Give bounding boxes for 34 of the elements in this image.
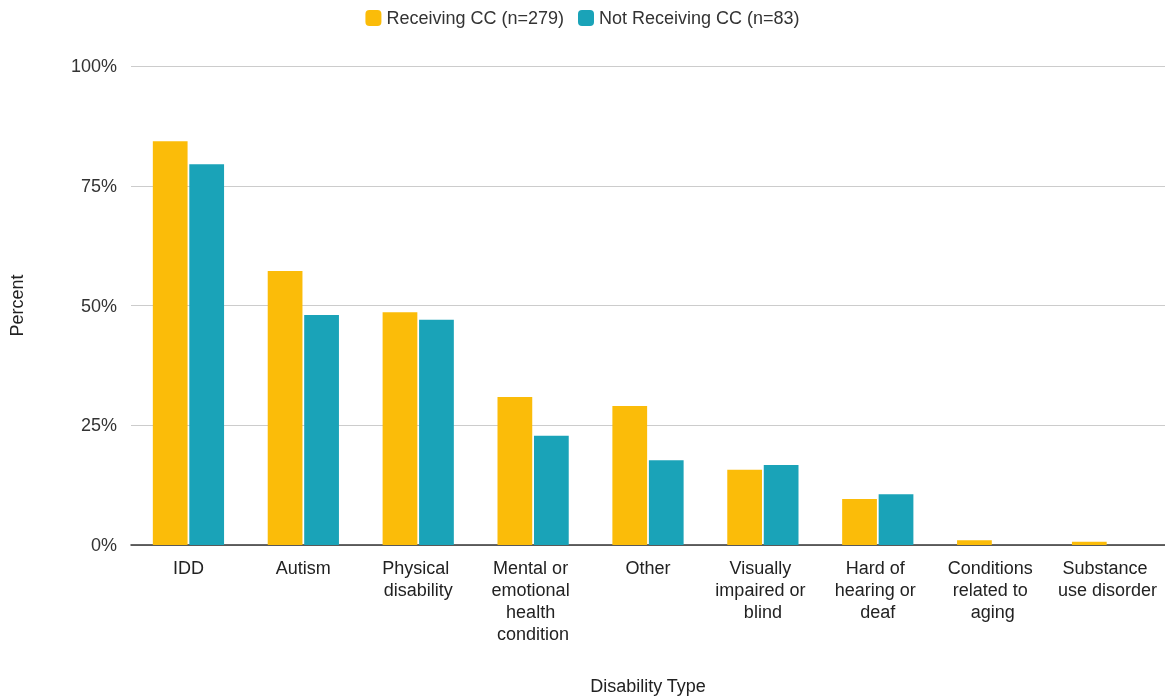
x-tick-label: Visually impaired or blind <box>715 558 811 622</box>
legend-label: Not Receiving CC (n=83) <box>599 8 800 28</box>
bar <box>878 494 914 545</box>
bar <box>152 141 188 545</box>
bar <box>189 164 225 545</box>
bar <box>648 460 684 545</box>
bar <box>842 499 877 545</box>
x-tick-label: Other <box>625 558 671 578</box>
bar <box>727 469 763 545</box>
bar <box>382 312 418 545</box>
x-tick-label: Hard of hearing or deaf <box>834 558 921 622</box>
y-tick-label: 25% <box>80 415 117 436</box>
bar <box>763 465 799 545</box>
bar <box>497 396 533 545</box>
bar <box>304 315 339 545</box>
legend-label: Receiving CC (n=279) <box>386 8 565 28</box>
x-tick-label: Substance use disorder <box>1058 558 1158 600</box>
y-tick-label: 50% <box>80 295 117 316</box>
x-axis-title: Disability Type <box>590 676 706 696</box>
y-axis-title: Percent <box>7 274 27 337</box>
x-tick-label: Conditions related to aging <box>947 558 1038 622</box>
x-tick-label: Autism <box>275 558 331 578</box>
y-tick-label: 100% <box>70 56 117 76</box>
bar <box>267 271 303 545</box>
bar <box>957 540 992 545</box>
bar <box>612 406 648 545</box>
x-tick-label: IDD <box>172 558 204 578</box>
y-tick-label: 75% <box>80 175 117 196</box>
x-tick-label: Physical disability <box>382 558 455 600</box>
y-tick-label: 0% <box>90 535 117 555</box>
bar <box>419 319 454 545</box>
bar <box>1071 541 1107 545</box>
bar <box>533 435 569 545</box>
x-tick-label: Mental or emotional health condition <box>491 558 575 644</box>
